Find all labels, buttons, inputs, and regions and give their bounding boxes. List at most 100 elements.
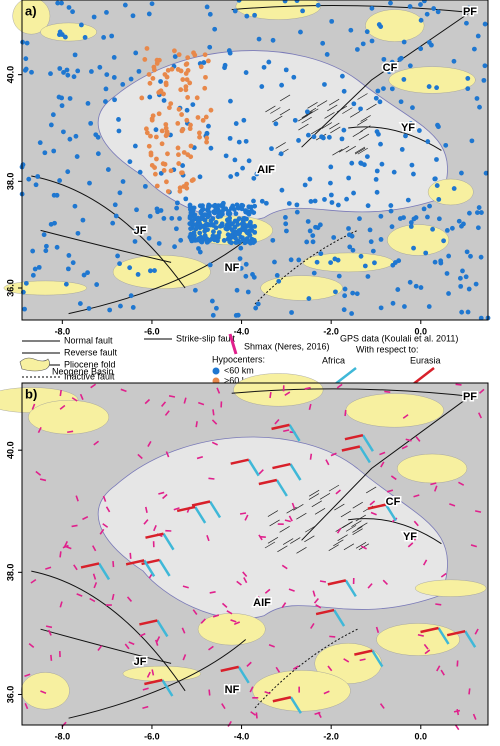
gps-africa	[156, 619, 169, 638]
shmax	[424, 649, 431, 655]
hypocenter	[252, 12, 257, 18]
shmax	[230, 619, 237, 623]
shmax	[319, 580, 327, 583]
shmax	[97, 645, 103, 651]
shmax	[264, 588, 271, 594]
deep-hypocenter	[184, 61, 190, 67]
hypocenter	[62, 34, 68, 40]
fold	[279, 526, 290, 533]
hypocenter	[253, 305, 259, 311]
hypocenter	[399, 147, 405, 152]
hypocenter	[207, 44, 213, 50]
fold	[352, 526, 363, 533]
shmax	[269, 391, 272, 399]
hypocenter	[216, 233, 221, 239]
hypocenter	[245, 289, 251, 295]
shmax	[45, 625, 53, 629]
shmax	[413, 534, 418, 541]
hypocenter	[115, 253, 120, 259]
hypocenter	[32, 266, 38, 272]
hypocenter	[201, 60, 207, 65]
hypocenter	[310, 239, 316, 245]
shmax	[440, 572, 447, 578]
hypocenter	[401, 215, 406, 221]
shmax	[216, 387, 221, 394]
gps-africa	[361, 434, 374, 452]
hypocenter	[336, 273, 342, 279]
hypocenter	[313, 224, 318, 230]
hypocenter	[135, 272, 141, 277]
hypocenter	[463, 9, 468, 15]
legend-label: Africa	[322, 355, 345, 365]
hypocenter	[254, 171, 260, 177]
shmax	[182, 654, 187, 661]
hypocenter	[147, 94, 153, 100]
hypocenter	[270, 37, 276, 43]
gps-eurasia	[367, 503, 387, 510]
hypocenter	[379, 161, 385, 167]
hypocenter	[23, 66, 29, 72]
deep-hypocenter	[163, 122, 169, 127]
gps-africa	[237, 666, 250, 684]
gps-eurasia	[354, 649, 373, 656]
hypocenter	[413, 283, 419, 289]
hypocenter	[329, 200, 335, 205]
gps-africa	[208, 500, 222, 519]
hypocenter	[26, 176, 32, 182]
hypocenter	[346, 232, 352, 238]
fold	[301, 111, 312, 119]
hypocenter	[269, 146, 274, 152]
shmax	[165, 451, 170, 458]
hypocenter	[391, 169, 397, 175]
hypocenter	[169, 215, 175, 221]
hypocenter	[346, 175, 352, 181]
hypocenter	[107, 307, 113, 313]
hypocenter	[407, 63, 413, 69]
hypocenter	[362, 162, 367, 168]
hypocenter	[322, 82, 327, 87]
hypocenter	[284, 228, 289, 234]
shallow-symbol	[212, 367, 220, 375]
shmax	[315, 604, 322, 609]
fold	[264, 541, 276, 549]
hypocenter	[122, 2, 128, 8]
shmax	[281, 564, 288, 570]
hypocenter	[459, 223, 464, 229]
shmax	[413, 494, 420, 498]
hypocenter	[77, 301, 83, 306]
deep-hypocenter	[183, 84, 189, 90]
hypocenter	[286, 201, 292, 206]
shmax	[162, 493, 168, 500]
hypocenter	[475, 225, 481, 231]
hypocenter	[152, 268, 157, 273]
fold	[311, 500, 322, 508]
hypocenter	[410, 105, 415, 111]
shmax	[236, 580, 242, 586]
deep-hypocenter	[163, 133, 169, 139]
shmax	[407, 542, 414, 548]
hypocenter	[142, 183, 148, 189]
deep-hypocenter	[188, 122, 193, 128]
hypocenter	[368, 239, 374, 245]
shmax	[246, 661, 252, 667]
deep-hypocenter	[148, 133, 153, 139]
shmax	[327, 665, 333, 672]
hypocenter	[401, 77, 407, 82]
hypocenter	[444, 271, 450, 276]
legend-label: <60 km	[224, 365, 254, 375]
shmax	[268, 643, 275, 648]
hypocenter	[118, 303, 123, 309]
hypocenter	[474, 96, 480, 101]
neogene-basin	[396, 453, 468, 484]
hypocenter	[389, 59, 395, 65]
hypocenter	[174, 200, 180, 206]
hypocenter	[449, 225, 455, 231]
hypocenter	[291, 74, 297, 80]
hypocenter	[213, 225, 219, 231]
shmax	[82, 515, 89, 521]
fold	[333, 539, 344, 547]
fold	[290, 537, 301, 544]
hypocenter	[402, 304, 407, 309]
hypocenter	[153, 127, 159, 133]
hypocenter	[147, 268, 153, 274]
